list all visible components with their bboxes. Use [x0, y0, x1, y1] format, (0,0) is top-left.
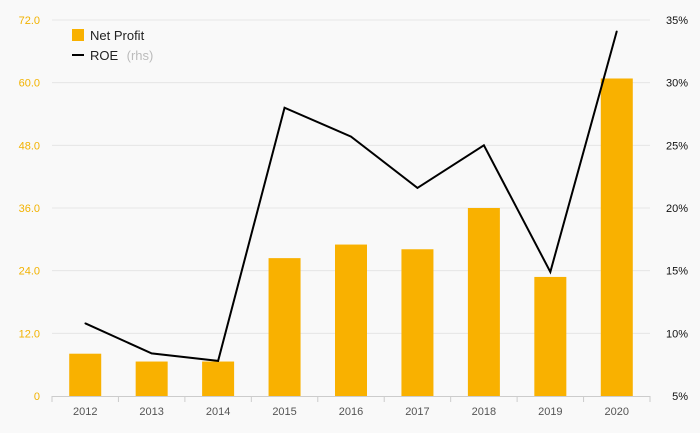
legend-label-roe-group: ROE (rhs) — [90, 47, 153, 64]
roe-point — [150, 352, 153, 355]
x-tick-label: 2015 — [272, 406, 296, 418]
bar — [135, 361, 168, 396]
y-right-tick-label: 15% — [666, 266, 688, 278]
x-tick-label: 2012 — [73, 406, 97, 418]
x-tick-label: 2017 — [405, 406, 429, 418]
x-tick-label: 2014 — [206, 406, 230, 418]
bar — [335, 244, 367, 396]
y-left-tick-label: 24.0 — [19, 266, 40, 278]
roe-point — [549, 271, 552, 273]
bars-layer — [69, 78, 633, 396]
y-left-tick-label: 12.0 — [19, 328, 40, 340]
y-right-tick-label: 25% — [666, 140, 688, 152]
x-tick-label: 2019 — [538, 406, 562, 418]
legend-label-roe-note: (rhs) — [127, 48, 154, 63]
y-right-tick-label: 5% — [672, 391, 688, 403]
roe-point — [483, 144, 485, 147]
axis-layer: 0 5% 12.0 10% 24.0 15% 36.0 20% 48.0 25% 60.0 30% 72… — [19, 15, 689, 418]
y-left-tick-label: 60.0 — [19, 78, 40, 90]
bar — [69, 353, 102, 396]
roe-point — [615, 30, 618, 33]
bar — [202, 361, 235, 396]
x-tick-label: 2013 — [139, 406, 163, 418]
bar — [534, 276, 567, 396]
legend-label-roe: ROE — [90, 48, 119, 63]
x-tick-label: 2018 — [472, 406, 496, 418]
bar — [268, 258, 301, 396]
bar — [467, 208, 500, 396]
legend: Net Profit ROE (rhs) — [72, 28, 153, 64]
x-tick-label: 2016 — [339, 406, 363, 418]
y-left-tick-label: 0 — [34, 391, 40, 403]
roe-point — [217, 360, 219, 362]
y-right-tick-label: 35% — [666, 15, 688, 27]
y-left-tick-label: 48.0 — [19, 140, 40, 152]
y-right-tick-label: 10% — [666, 328, 688, 340]
y-right-tick-label: 20% — [666, 203, 688, 215]
bar — [401, 249, 434, 396]
roe-point — [416, 187, 419, 189]
line-layer — [84, 30, 618, 362]
legend-label-net-profit: Net Profit — [90, 28, 145, 43]
y-right-tick-label: 30% — [666, 78, 688, 90]
roe-point — [283, 106, 286, 109]
legend-swatch-net-profit — [72, 29, 84, 41]
y-left-tick-label: 72.0 — [19, 15, 40, 27]
y-left-tick-label: 36.0 — [19, 203, 40, 215]
bar — [600, 78, 633, 396]
roe-point — [84, 322, 87, 325]
x-tick-label: 2020 — [605, 406, 629, 418]
roe-point — [350, 135, 352, 138]
